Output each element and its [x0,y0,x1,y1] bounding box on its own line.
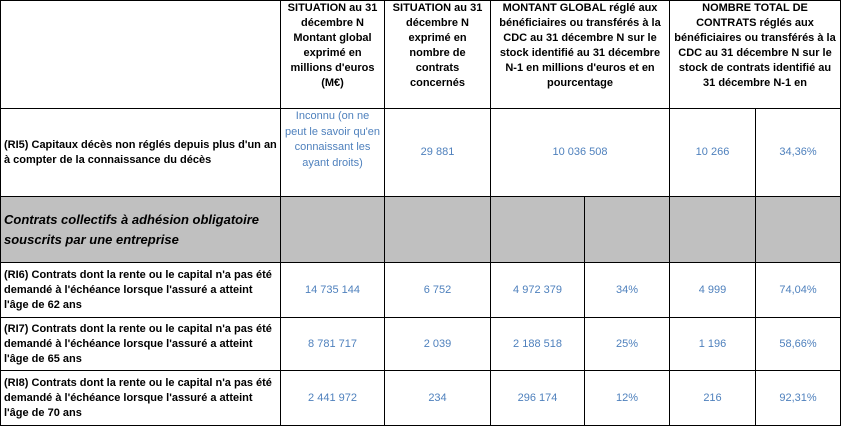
cell-regle: 296 174 [490,370,585,426]
cell-nombre: 29 881 [384,108,491,197]
section-empty-cell [384,196,491,263]
section-empty-cell [669,196,756,263]
section-row: Contrats collectifs à adhésion obligatoi… [0,196,842,263]
header-empty-cell [0,0,281,109]
header-nombre-contrats: SITUATION au 31 décembre N exprimé en no… [384,0,491,109]
cell-contrats-pct: 92,31% [754,370,842,426]
cell-regle: 10 036 508 [490,108,670,197]
cell-contrats: 1 196 [669,317,756,371]
cell-regle: 2 188 518 [490,317,585,371]
section-empty-cell [584,196,670,263]
cell-nombre: 234 [384,370,491,426]
row-label: (RI6) Contrats dont la rente ou le capit… [0,262,281,318]
header-nombre-total-contrats: NOMBRE TOTAL DE CONTRATS réglés aux béné… [668,0,842,109]
cell-contrats-pct: 74,04% [754,262,842,318]
cell-regle-pct: 12% [584,370,670,426]
cell-contrats-pct: 58,66% [754,317,842,371]
cell-nombre: 2 039 [384,317,491,371]
table-row-ri6: (RI6) Contrats dont la rente ou le capit… [0,262,842,318]
cell-montant: 8 781 717 [280,317,385,371]
cell-montant: Inconnu (on ne peut le savoir qu'en conn… [280,108,385,197]
row-label: (RI7) Contrats dont la rente ou le capit… [0,317,281,371]
row-label: (RI5) Capitaux décès non réglés depuis p… [0,108,281,197]
cell-regle: 4 972 379 [490,262,585,318]
section-label: Contrats collectifs à adhésion obligatoi… [0,196,281,263]
table-row-ri7: (RI7) Contrats dont la rente ou le capit… [0,317,842,371]
header-montant-global: SITUATION au 31 décembre N Montant globa… [280,0,385,109]
cell-montant: 14 735 144 [280,262,385,318]
cell-contrats: 4 999 [669,262,756,318]
section-empty-cell [490,196,585,263]
section-empty-cell [754,196,842,263]
header-row: SITUATION au 31 décembre N Montant globa… [0,0,842,109]
header-montant-regle: MONTANT GLOBAL réglé aux bénéficiaires o… [490,0,670,109]
cell-contrats-pct: 34,36% [754,108,842,197]
cell-regle-pct: 25% [584,317,670,371]
cell-regle-pct: 34% [584,262,670,318]
section-empty-cell [280,196,385,263]
cell-montant: 2 441 972 [280,370,385,426]
table-row-ri8: (RI8) Contrats dont la rente ou le capit… [0,370,842,426]
row-label: (RI8) Contrats dont la rente ou le capit… [0,370,281,426]
cell-nombre: 6 752 [384,262,491,318]
cell-contrats: 216 [669,370,756,426]
table-row-ri5: (RI5) Capitaux décès non réglés depuis p… [0,108,842,197]
cell-contrats: 10 266 [669,108,756,197]
